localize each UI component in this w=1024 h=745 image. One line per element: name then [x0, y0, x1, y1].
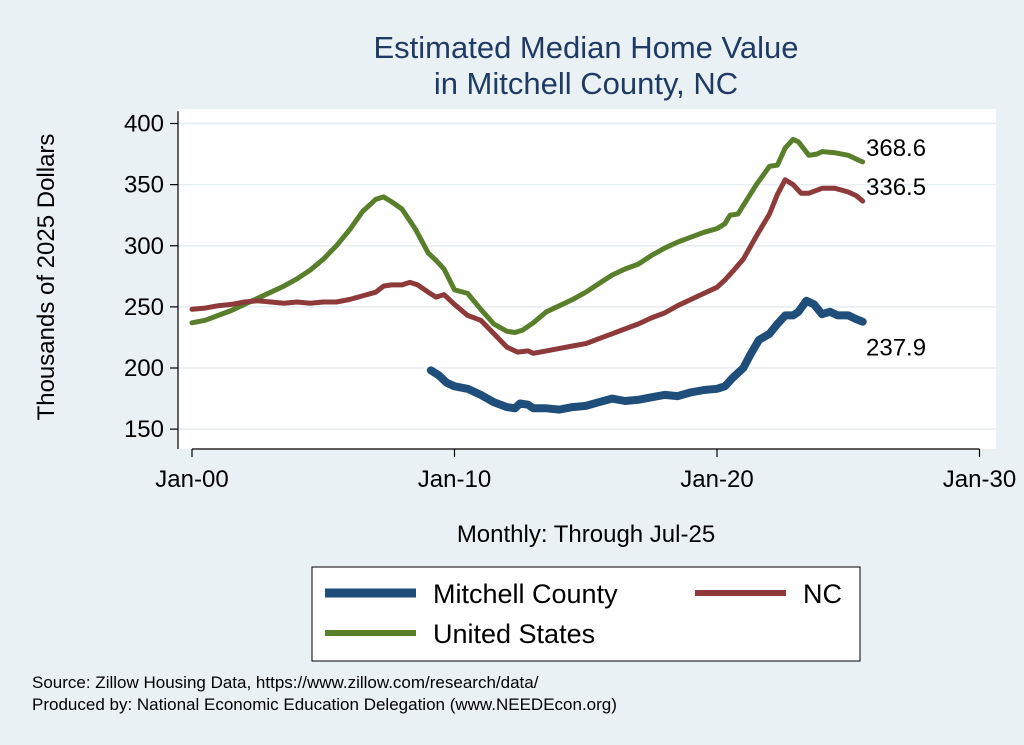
x-tick-label-Jan-00: Jan-00: [155, 466, 228, 493]
end-label-nc: 336.5: [866, 174, 926, 201]
axes: 150 200 250 300 350 400 Jan-00 Jan-10 Jan-20 Jan-…: [124, 111, 1016, 494]
y-tick-label-350: 350: [124, 172, 164, 199]
produced-by-line: Produced by: National Economic Education…: [32, 695, 617, 714]
chart-title-line-1: Estimated Median Home Value: [373, 30, 798, 65]
legend-box: [311, 566, 861, 662]
series-line-mitchell-county: [426, 296, 867, 414]
y-tick-label-200: 200: [124, 355, 164, 382]
y-tick-label-150: 150: [124, 416, 164, 443]
legend-label-nc: NC: [803, 579, 842, 609]
x-axis-title: Monthly: Through Jul-25: [457, 521, 715, 548]
end-label-united-states: 368.6: [866, 135, 926, 162]
end-labels: 368.6 336.5 237.9: [866, 135, 926, 362]
y-tick-label-300: 300: [124, 233, 164, 260]
series-line-united-states: [189, 136, 866, 335]
source-line: Source: Zillow Housing Data, https://www…: [32, 673, 539, 692]
y-tick-label-250: 250: [124, 294, 164, 321]
x-tick-label-Jan-20: Jan-20: [680, 466, 753, 493]
series-line-nc: [189, 177, 866, 356]
x-tick-label-Jan-30: Jan-30: [943, 466, 1016, 493]
y-axis-title: Thousands of 2025 Dollars: [33, 134, 60, 421]
legend-label-mitchell-county: Mitchell County: [433, 579, 618, 609]
legend-label-united-states: United States: [433, 619, 595, 649]
end-label-mitchell-county: 237.9: [866, 335, 926, 362]
x-tick-label-Jan-10: Jan-10: [418, 466, 491, 493]
legend: Mitchell County NC United States: [325, 579, 842, 649]
series-layer: [189, 136, 867, 414]
y-tick-label-400: 400: [124, 111, 164, 138]
plot-area: [178, 109, 996, 449]
gridlines: [178, 122, 996, 430]
chart-title-line-2: in Mitchell County, NC: [434, 66, 738, 101]
